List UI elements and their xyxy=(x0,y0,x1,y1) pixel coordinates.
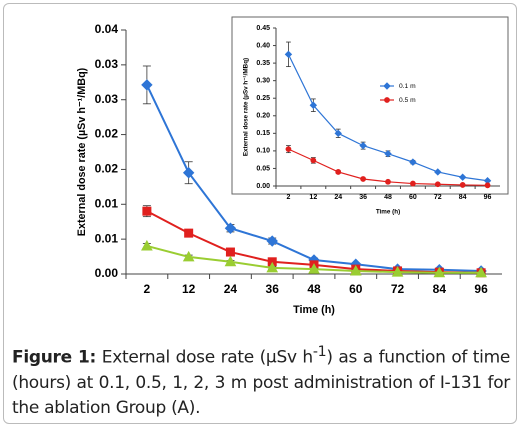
data-point xyxy=(349,264,362,276)
data-point xyxy=(434,168,442,176)
data-point xyxy=(475,266,487,278)
x-tick-label: 36 xyxy=(266,282,280,296)
figure-frame xyxy=(3,3,517,424)
data-point xyxy=(334,129,342,138)
data-point xyxy=(141,239,153,251)
y-tick-label: 0.10 xyxy=(256,148,270,155)
data-point xyxy=(385,178,391,185)
y-tick-label: 0.04 xyxy=(95,22,119,36)
legend-marker xyxy=(384,97,390,103)
data-point xyxy=(335,169,342,175)
data-point xyxy=(310,157,317,164)
y-tick-label: 0.40 xyxy=(256,42,270,49)
data-point xyxy=(142,206,152,216)
x-tick-label: 72 xyxy=(391,282,405,296)
y-tick-label: 0.45 xyxy=(256,25,270,32)
y-tick-label: 0.01 xyxy=(95,196,119,210)
data-point xyxy=(141,79,153,91)
data-point xyxy=(384,149,392,158)
x-tick-label: 12 xyxy=(182,282,196,296)
y-tick-label: 0.30 xyxy=(256,78,270,85)
y-tick-label: 0.05 xyxy=(256,165,270,172)
x-tick-label: 24 xyxy=(334,194,342,201)
y-tick-label: 0.15 xyxy=(256,130,270,137)
data-point xyxy=(225,247,235,257)
data-point xyxy=(184,228,194,238)
x-tick-label: 48 xyxy=(384,194,392,201)
data-point xyxy=(359,141,367,150)
y-tick-label: 0.20 xyxy=(256,113,270,120)
data-point xyxy=(458,173,467,181)
y-tick-label: 0.02 xyxy=(95,162,119,176)
y-tick-label: 0.03 xyxy=(95,92,119,106)
x-tick-label: 60 xyxy=(409,194,417,201)
data-point xyxy=(409,158,417,166)
x-tick-label: 48 xyxy=(307,282,321,296)
x-tick-label: 2 xyxy=(144,282,151,296)
data-point xyxy=(309,101,318,109)
y-tick-label: 0.01 xyxy=(95,231,119,245)
data-point xyxy=(391,266,404,277)
x-tick-label: 96 xyxy=(484,194,492,201)
caption: Figure 1: External dose rate (µSv h-1) a… xyxy=(12,340,510,421)
data-point xyxy=(434,181,441,188)
x-tick-label: 72 xyxy=(434,194,442,201)
data-point xyxy=(224,255,237,267)
data-point xyxy=(182,250,195,262)
y-tick-label: 0.00 xyxy=(256,183,270,190)
data-point xyxy=(409,180,416,187)
y-tick-label: 0.00 xyxy=(95,266,119,280)
x-axis-title: Time (h) xyxy=(293,304,335,316)
data-point xyxy=(266,261,279,273)
y-tick-label: 0.35 xyxy=(256,60,270,67)
x-tick-label: 12 xyxy=(309,194,317,201)
x-tick-label: 24 xyxy=(224,282,238,296)
x-tick-label: 84 xyxy=(459,194,467,201)
legend-marker xyxy=(383,82,391,90)
x-axis-title: Time (h) xyxy=(376,209,400,216)
y-tick-label: 0.03 xyxy=(95,57,119,71)
legend-label: 0.1 m xyxy=(399,83,416,90)
y-tick-label: 0.25 xyxy=(256,95,270,102)
y-axis-title: External dose rate (µSv h⁻¹/MBq) xyxy=(76,67,88,236)
x-tick-label: 36 xyxy=(359,194,367,201)
caption-text: ) as a function of time (hours) at 0.1, … xyxy=(12,347,510,418)
caption-sup: -1 xyxy=(312,344,327,360)
x-tick-label: 2 xyxy=(286,194,290,201)
y-axis-title: External dose rate (µSv h⁻¹/MBq) xyxy=(243,58,250,156)
inset-frame xyxy=(231,16,509,195)
data-point xyxy=(484,182,491,189)
data-point xyxy=(459,182,466,188)
data-point xyxy=(224,222,237,234)
data-point xyxy=(308,263,320,274)
x-tick-label: 60 xyxy=(349,282,363,296)
chart: 0.00 0.01 0.01 0.02 0.02 0.03 0.03 0.04 2 12 24 36 4… xyxy=(76,16,509,316)
y-tick-label: 0.02 xyxy=(95,127,119,141)
x-tick-label: 96 xyxy=(474,282,488,296)
data-point xyxy=(284,50,293,59)
x-tick-label: 84 xyxy=(433,282,447,296)
data-point xyxy=(266,235,278,247)
legend-label: 0.5 m xyxy=(399,97,416,104)
data-point xyxy=(285,146,292,153)
data-point xyxy=(182,167,195,179)
data-point xyxy=(433,266,446,278)
data-point xyxy=(360,176,367,182)
caption-label: Figure 1: xyxy=(12,347,97,368)
caption-text: External dose rate (µSv h xyxy=(101,347,313,368)
